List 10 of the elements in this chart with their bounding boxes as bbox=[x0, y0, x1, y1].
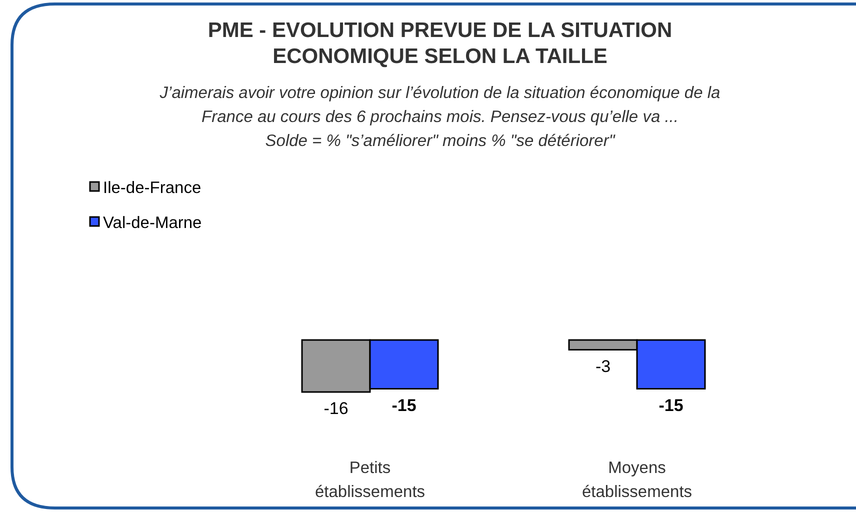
data-label: -15 bbox=[392, 396, 416, 415]
data-label: -15 bbox=[658, 396, 684, 415]
x-tick-label: Petits établissements bbox=[314, 459, 426, 501]
legend-label: Val-de-Marne bbox=[103, 214, 202, 232]
x-tick-label: Moyens établissements bbox=[582, 459, 692, 501]
chart-subtitle: J’aimerais avoir votre opinion sur l’évolution de la situation économique de la France au cours des 6 prochains mois. Pensez-vous qu’elle va ... Solde = % "s’améliorer" moins % "se détériorer" bbox=[158, 84, 720, 150]
chart-title: PME - EVOLUTION PREVUE DE LA SITUATION ECONOMIQUE SELON LA TAILLE bbox=[208, 19, 672, 68]
data-label: -3 bbox=[595, 356, 611, 376]
legend-label: Ile-de-France bbox=[103, 179, 202, 197]
data-label: -16 bbox=[324, 399, 348, 418]
